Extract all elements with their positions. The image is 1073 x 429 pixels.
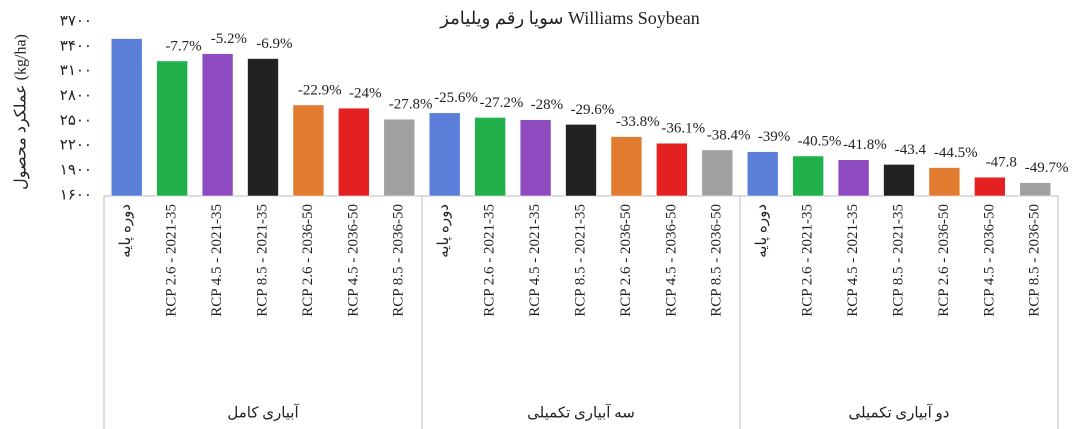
x-tick-label: RCP 4.5 - 2036-50: [345, 204, 361, 317]
x-tick-label: RCP 2.6 - 2021-35: [164, 204, 180, 317]
annotation: -41.8%: [843, 137, 887, 153]
annotation: -28%: [531, 97, 564, 113]
annotation: -49.7%: [1025, 160, 1069, 176]
bar: [156, 60, 188, 197]
annotation: -36.1%: [661, 121, 705, 137]
x-tick-label: RCP 4.5 - 2021-35: [527, 204, 543, 317]
x-tick-label: دوره پایه: [754, 204, 771, 258]
annotation: -7.7%: [165, 38, 201, 54]
y-tick-label: ۲۸۰۰: [60, 88, 92, 104]
bar: [565, 124, 597, 197]
y-tick-label: ۲۲۰۰: [60, 138, 92, 154]
bar: [247, 58, 279, 197]
bar: [429, 112, 461, 197]
x-tick-label: RCP 4.5 - 2021-35: [209, 204, 225, 317]
bar: [883, 164, 915, 197]
annotation: -38.4%: [707, 127, 751, 143]
x-tick-label: RCP 4.5 - 2021-35: [845, 204, 861, 317]
y-axis-title: عملکرد محصول (kg/ha): [13, 34, 31, 190]
x-tick-label: دوره پایه: [118, 204, 135, 258]
x-tick-label: RCP 2.6 - 2021-35: [482, 204, 498, 317]
bar: [201, 53, 234, 197]
bar: [792, 155, 824, 197]
x-tick-label: RCP 8.5 - 2021-35: [254, 204, 270, 317]
bar: [701, 149, 733, 197]
annotation: -27.2%: [480, 95, 524, 111]
x-tick-label: RCP 8.5 - 2036-50: [709, 204, 725, 317]
x-tick-label: RCP 2.6 - 2036-50: [936, 204, 952, 317]
x-tick-label: RCP 2.6 - 2036-50: [300, 204, 316, 317]
bar: [610, 136, 643, 197]
bar: [656, 142, 688, 197]
x-tick-label: RCP 2.6 - 2021-35: [800, 204, 816, 317]
y-tick-label: ۳۴۰۰: [60, 38, 92, 54]
bar: [338, 107, 370, 197]
annotation: -22.9%: [298, 82, 342, 98]
y-tick-label: ۳۷۰۰: [60, 13, 92, 29]
annotation: -27.8%: [389, 97, 433, 113]
bar: [383, 118, 415, 197]
x-tick-label: RCP 8.5 - 2036-50: [391, 204, 407, 317]
x-tick-label: RCP 8.5 - 2036-50: [1027, 204, 1043, 317]
group-label: سه آبیاری تکمیلی: [527, 403, 635, 421]
chart-title: سویا رقم ویلیامز Williams Soybean: [439, 8, 700, 29]
group-label: آبیاری کامل: [227, 403, 299, 421]
annotation: -29.6%: [570, 102, 614, 118]
annotation: -43.4: [895, 142, 927, 158]
annotation: -5.2%: [211, 31, 247, 47]
annotation: -39%: [758, 129, 791, 145]
y-tick-label: ۳۱۰۰: [60, 63, 92, 79]
x-tick-label: RCP 8.5 - 2021-35: [572, 204, 588, 317]
annotation: -24%: [349, 86, 382, 102]
y-tick-label: ۲۵۰۰: [60, 113, 92, 129]
bar: [974, 176, 1006, 197]
bar: [747, 151, 779, 197]
bar: [292, 104, 325, 197]
bar: [928, 167, 961, 197]
x-tick-label: RCP 8.5 - 2021-35: [890, 204, 906, 317]
bar: [474, 117, 506, 197]
bar: [111, 38, 143, 197]
annotation: -40.5%: [798, 133, 842, 149]
y-tick-label: ۱۹۰۰: [60, 163, 92, 179]
x-tick-label: RCP 2.6 - 2036-50: [618, 204, 634, 317]
annotation: -25.6%: [434, 90, 478, 106]
x-tick-label: RCP 4.5 - 2036-50: [663, 204, 679, 317]
annotation: -33.8%: [616, 114, 660, 130]
y-tick-label: ۱۶۰۰: [60, 187, 92, 203]
annotation: -6.9%: [256, 36, 292, 52]
x-tick-label: دوره پایه: [436, 204, 453, 258]
bar: [837, 159, 870, 197]
bar: [1019, 182, 1051, 197]
annotation: -44.5%: [934, 145, 978, 161]
bar: [519, 119, 552, 197]
annotation: -47.8: [986, 155, 1017, 171]
x-tick-label: RCP 4.5 - 2036-50: [981, 204, 997, 317]
group-label: دو آبیاری تکمیلی: [849, 403, 950, 421]
